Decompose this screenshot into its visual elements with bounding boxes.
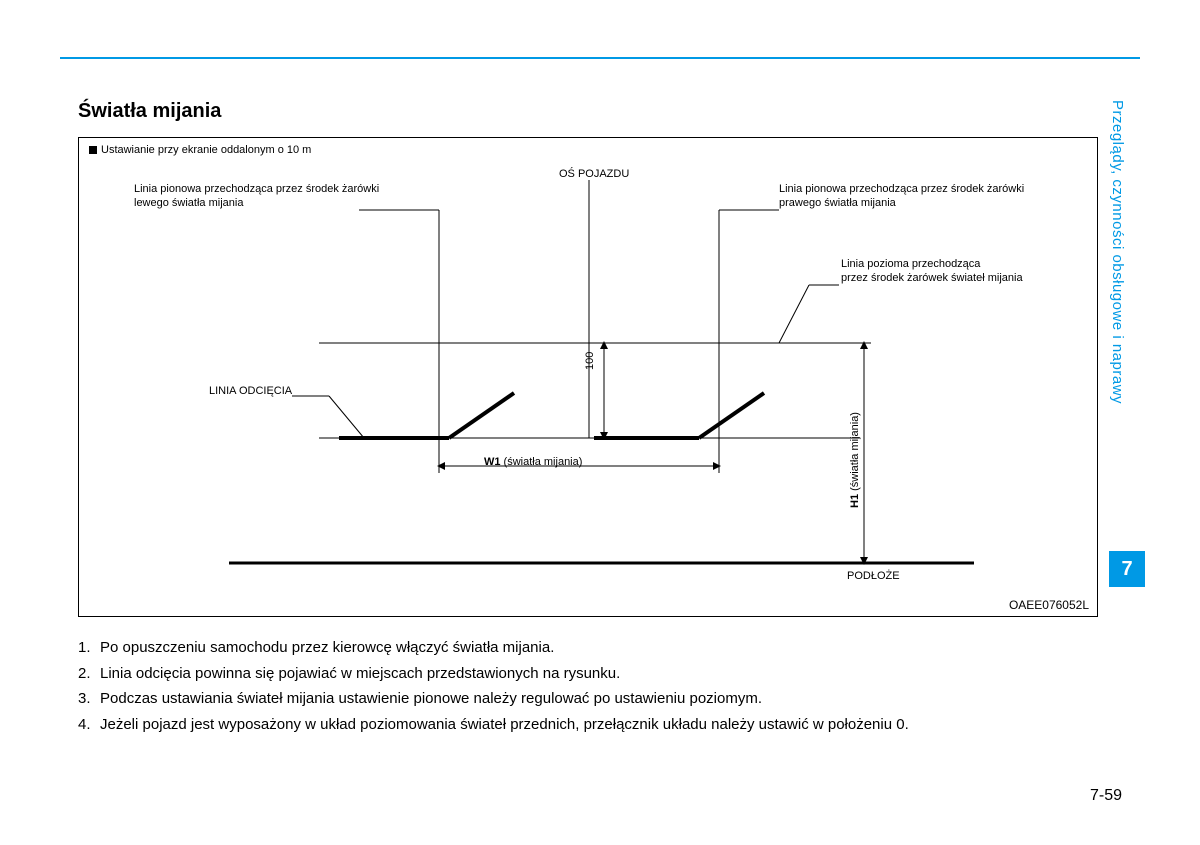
page-number: 7-59 <box>1090 787 1122 805</box>
list-item: 1.Po opuszczeniu samochodu przez kierowc… <box>78 635 1098 661</box>
list-item: 2.Linia odcięcia powinna się pojawiać w … <box>78 661 1098 687</box>
chapter-number-box: 7 <box>1109 551 1145 587</box>
side-tab-text: Przeglądy, czynności obsługowe i naprawy <box>1109 100 1126 545</box>
figure-svg <box>79 138 1099 618</box>
list-item: 3.Podczas ustawiania świateł mijania ust… <box>78 686 1098 712</box>
section-heading: Światła mijania <box>78 100 1098 123</box>
figure-box: Ustawianie przy ekranie oddalonym o 10 m… <box>78 137 1098 617</box>
list-item: 4.Jeżeli pojazd jest wyposażony w układ … <box>78 712 1098 738</box>
side-tab: Przeglądy, czynności obsługowe i naprawy… <box>1109 100 1145 587</box>
top-rule <box>60 57 1140 59</box>
instruction-list: 1.Po opuszczeniu samochodu przez kierowc… <box>78 635 1098 737</box>
